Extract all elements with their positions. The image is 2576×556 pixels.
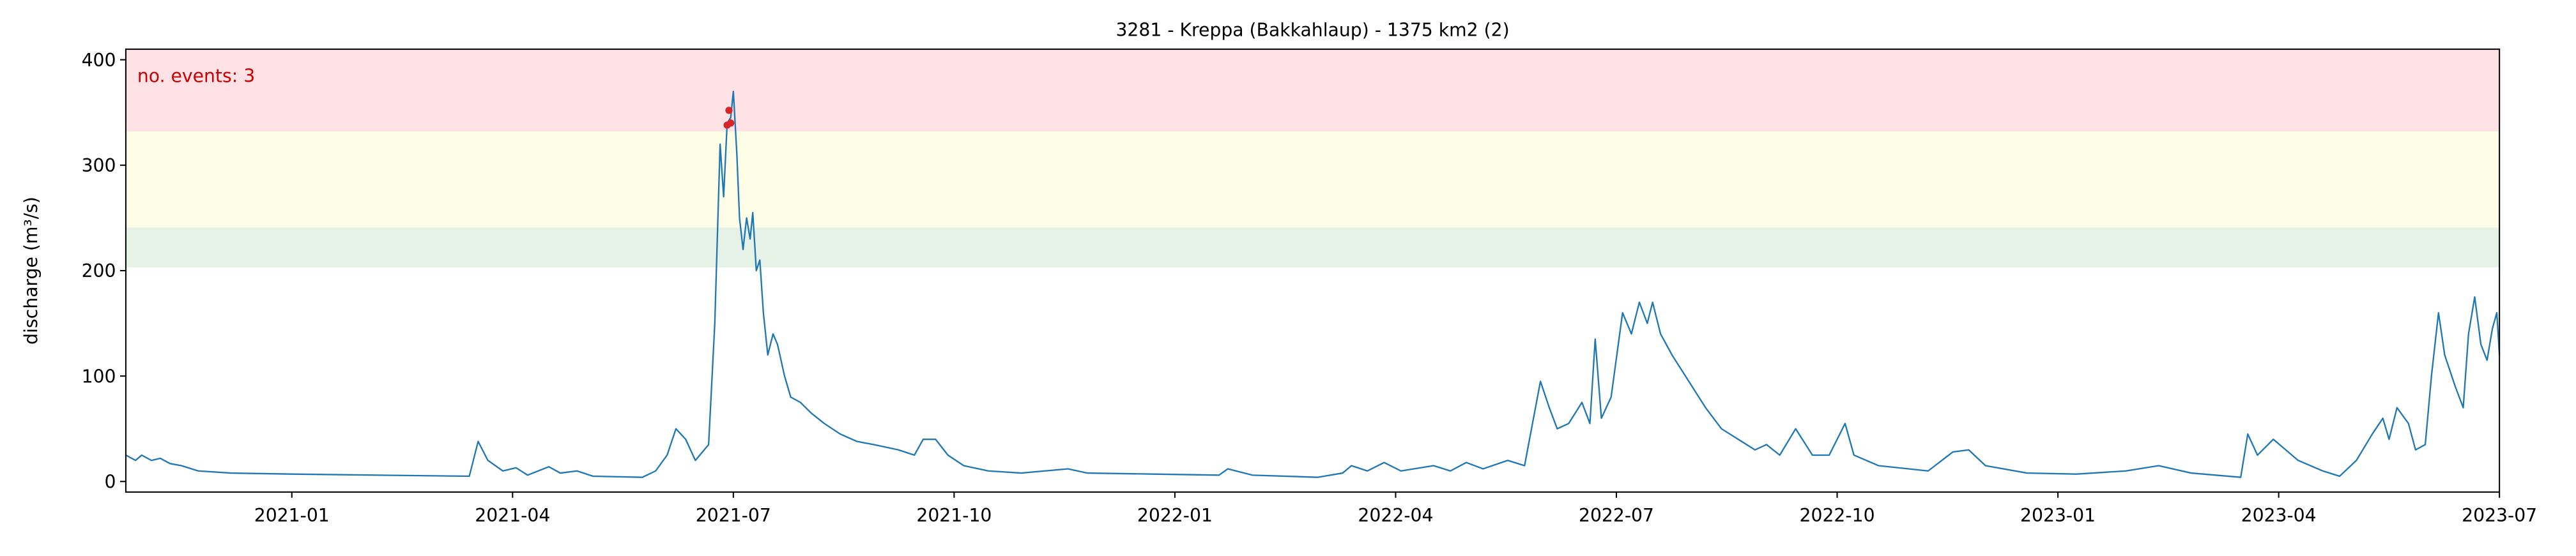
x-tick-label: 2022-01 bbox=[1137, 505, 1213, 526]
x-tick-label: 2023-04 bbox=[2241, 505, 2317, 526]
event-count-annotation: no. events: 3 bbox=[137, 65, 255, 86]
x-tick-label: 2021-10 bbox=[916, 505, 992, 526]
x-tick-label: 2021-04 bbox=[475, 505, 550, 526]
y-tick-label: 0 bbox=[105, 472, 116, 493]
discharge-line bbox=[125, 90, 2501, 478]
x-tick-label: 2021-01 bbox=[254, 505, 330, 526]
x-tick-label: 2022-07 bbox=[1579, 505, 1654, 526]
y-tick-label: 200 bbox=[82, 260, 116, 282]
x-tick-label: 2021-07 bbox=[696, 505, 771, 526]
y-tick-label: 100 bbox=[82, 366, 116, 387]
threshold-band bbox=[125, 49, 2500, 131]
x-tick-label: 2022-10 bbox=[1800, 505, 1875, 526]
threshold-band bbox=[125, 227, 2500, 267]
event-point bbox=[725, 107, 733, 114]
x-tick-label: 2023-07 bbox=[2462, 505, 2537, 526]
x-tick-label: 2022-04 bbox=[1358, 505, 1433, 526]
chart-title: 3281 - Kreppa (Bakkahlaup) - 1375 km2 (2… bbox=[1116, 20, 1509, 41]
y-tick-label: 400 bbox=[82, 50, 116, 71]
x-tick-label: 2023-01 bbox=[2020, 505, 2096, 526]
threshold-band bbox=[125, 131, 2500, 228]
y-axis-label: discharge (m³/s) bbox=[20, 197, 42, 345]
event-point bbox=[727, 119, 735, 127]
y-tick-label: 300 bbox=[82, 155, 116, 176]
